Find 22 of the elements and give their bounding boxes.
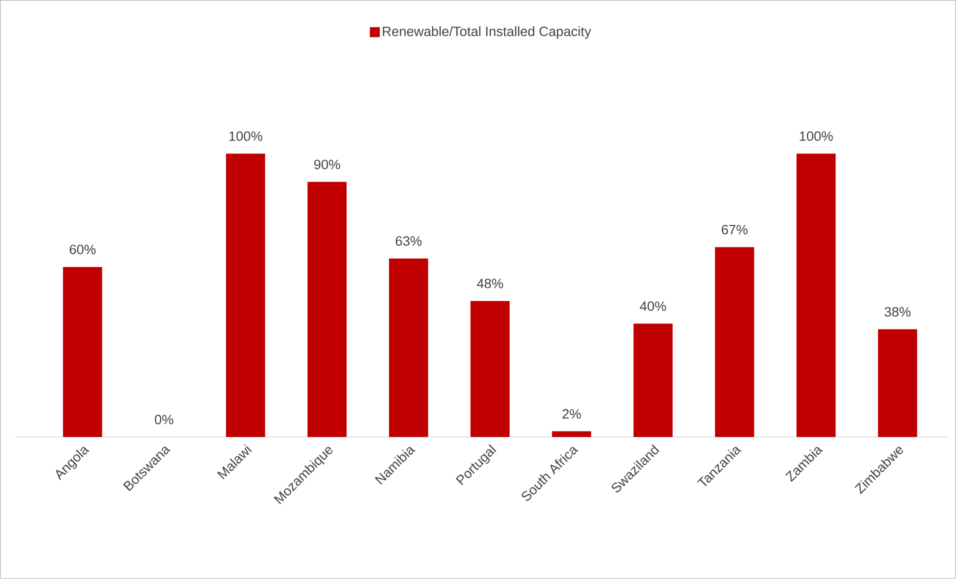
bar [389,258,428,438]
data-label: 0% [154,414,174,424]
data-label: 60% [70,244,96,254]
data-label: 67% [722,224,748,234]
data-label: 100% [800,131,833,141]
bar [308,182,347,438]
data-label: 63% [396,236,422,246]
data-label: 100% [229,131,262,141]
bar [552,431,592,438]
bar [634,324,673,438]
data-label: 48% [476,278,504,288]
bar [63,266,102,438]
bar [878,329,918,438]
data-label: 2% [562,409,581,419]
data-label: 90% [314,160,340,170]
bar [226,154,266,438]
bar [470,300,510,438]
bar [715,247,754,438]
data-label: 40% [640,301,666,311]
bar [796,154,836,438]
data-label: 38% [884,307,911,317]
legend-label: Renewable/Total Installed Capacity [382,26,592,39]
